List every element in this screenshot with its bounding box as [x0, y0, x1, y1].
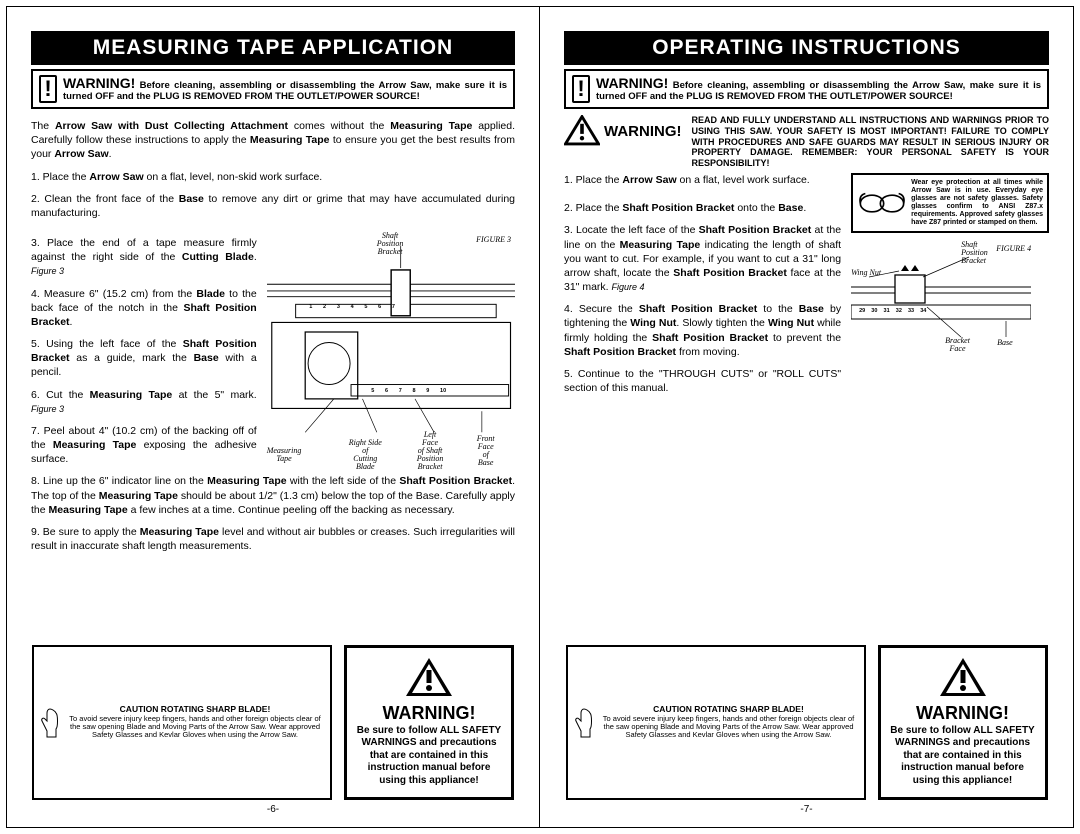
- caution-right: CAUTION ROTATING SHARP BLADE! To avoid s…: [566, 645, 866, 800]
- warning-head-r: WARNING!: [596, 75, 668, 91]
- step-4: 4. Measure 6" (15.2 cm) from the Blade t…: [31, 287, 257, 330]
- caution-text-r: To avoid severe injury keep fingers, han…: [600, 715, 858, 740]
- triangle-icon: [404, 656, 454, 700]
- title-left: MEASURING TAPE APPLICATION: [31, 31, 515, 65]
- warning-label: WARNING!: [604, 123, 682, 140]
- caution-text: To avoid severe injury keep fingers, han…: [66, 715, 324, 740]
- page-num-left: -6-: [31, 804, 515, 815]
- intro: The Arrow Saw with Dust Collecting Attac…: [31, 119, 515, 162]
- two-col-left: 3. Place the end of a tape measure firml…: [31, 236, 515, 474]
- fig3-label-ff: Front Face of Base: [477, 435, 495, 467]
- page-num-right: -7-: [564, 804, 1049, 815]
- r-step-5: 5. Continue to the "THROUGH CUTS" or "RO…: [564, 367, 841, 395]
- warning-symbol: WARNING!: [564, 115, 682, 147]
- step-5: 5. Using the left face of the Shaft Posi…: [31, 337, 257, 380]
- fig4-base: Base: [997, 339, 1013, 347]
- fig4-wn: Wing Nut: [851, 269, 881, 277]
- page-left: MEASURING TAPE APPLICATION ! WARNING! Be…: [6, 6, 540, 828]
- bottom-right: CAUTION ROTATING SHARP BLADE! To avoid s…: [564, 645, 1049, 800]
- fig3-ruler-top: 1 2 3 4 5 6 7: [305, 304, 395, 310]
- goggles-icon: [857, 191, 907, 216]
- fig4-svg: [851, 245, 1031, 365]
- warning-tri-left: WARNING! Be sure to follow ALL SAFETY WA…: [344, 645, 514, 800]
- right-fig-col: Wear eye protection at all times while A…: [851, 173, 1049, 403]
- r-step-4: 4. Secure the Shaft Position Bracket to …: [564, 302, 841, 359]
- safety-row: WARNING! READ AND FULLY UNDERSTAND ALL I…: [564, 115, 1049, 169]
- fig3-label-mt: Measuring Tape: [267, 447, 302, 463]
- fig3-ruler-bot: 5 6 7 8 9 10: [341, 388, 446, 394]
- r-step-3: 3. Locate the left face of the Shaft Pos…: [564, 223, 841, 294]
- figure-3-col: FIGURE 3 Shaft Position Bracket: [267, 236, 515, 474]
- step-7: 7. Peel about 4" (10.2 cm) of the backin…: [31, 424, 257, 467]
- right-body: 1. Place the Arrow Saw on a flat, level …: [564, 173, 1049, 403]
- fig3-label-spb: Shaft Position Bracket: [377, 232, 404, 256]
- r-step-2: 2. Place the Shaft Position Bracket onto…: [564, 201, 841, 215]
- fig3-label-rs: Right Side of Cutting Blade: [349, 439, 382, 471]
- tri-text: Be sure to follow ALL SAFETY WARNINGS an…: [355, 725, 503, 788]
- step-2: 2. Clean the front face of the Base to r…: [31, 192, 515, 220]
- fig4-ruler: 29 30 31 32 33 34: [859, 308, 926, 314]
- step-8: 8. Line up the 6" indicator line on the …: [31, 474, 515, 517]
- step-9: 9. Be sure to apply the Measuring Tape l…: [31, 525, 515, 553]
- fig3-title: FIGURE 3: [476, 236, 511, 244]
- exclamation-icon: !: [572, 75, 590, 103]
- triangle-icon: [938, 656, 988, 700]
- title-right: OPERATING INSTRUCTIONS: [564, 31, 1049, 65]
- fig4-bf: Bracket Face: [945, 337, 970, 353]
- right-steps: 1. Place the Arrow Saw on a flat, level …: [564, 173, 841, 403]
- caution-left: CAUTION ROTATING SHARP BLADE! To avoid s…: [32, 645, 332, 800]
- triangle-icon: [564, 115, 600, 147]
- fig3-label-lf: Left Face of Shaft Position Bracket: [417, 431, 444, 471]
- fig4-title: FIGURE 4: [996, 245, 1031, 253]
- hand-icon: [38, 707, 62, 739]
- tri-text-r: Be sure to follow ALL SAFETY WARNINGS an…: [889, 725, 1037, 788]
- warning-tri-right: WARNING! Be sure to follow ALL SAFETY WA…: [878, 645, 1048, 800]
- step-1: 1. Place the Arrow Saw on a flat, level,…: [31, 170, 515, 184]
- left-lower-steps: 8. Line up the 6" indicator line on the …: [31, 474, 515, 561]
- warning-head: WARNING!: [63, 75, 135, 91]
- warning-box-left: ! WARNING! Before cleaning, assembling o…: [31, 69, 515, 109]
- warning-box-right: ! WARNING! Before cleaning, assembling o…: [564, 69, 1049, 109]
- goggles-text: Wear eye protection at all times while A…: [911, 179, 1043, 227]
- figure-3: FIGURE 3 Shaft Position Bracket: [267, 236, 515, 471]
- figure-4: FIGURE 4 Shaft Position Bracket Wing Nut…: [851, 245, 1031, 365]
- step-3: 3. Place the end of a tape measure firml…: [31, 236, 257, 279]
- step-6: 6. Cut the Measuring Tape at the 5" mark…: [31, 388, 257, 416]
- intro-text: The Arrow Saw with Dust Collecting Attac…: [31, 119, 515, 228]
- hand-icon: [572, 707, 596, 739]
- safety-text: READ AND FULLY UNDERSTAND ALL INSTRUCTIO…: [692, 115, 1050, 169]
- page-right: OPERATING INSTRUCTIONS ! WARNING! Before…: [540, 6, 1074, 828]
- exclamation-icon: !: [39, 75, 57, 103]
- left-steps-col: 3. Place the end of a tape measure firml…: [31, 236, 257, 474]
- fig4-spb: Shaft Position Bracket: [961, 241, 988, 265]
- r-step-1: 1. Place the Arrow Saw on a flat, level …: [564, 173, 841, 187]
- tri-title-r: WARNING!: [889, 702, 1037, 725]
- bottom-left: CAUTION ROTATING SHARP BLADE! To avoid s…: [31, 645, 515, 800]
- tri-title: WARNING!: [355, 702, 503, 725]
- goggles-box: Wear eye protection at all times while A…: [851, 173, 1049, 233]
